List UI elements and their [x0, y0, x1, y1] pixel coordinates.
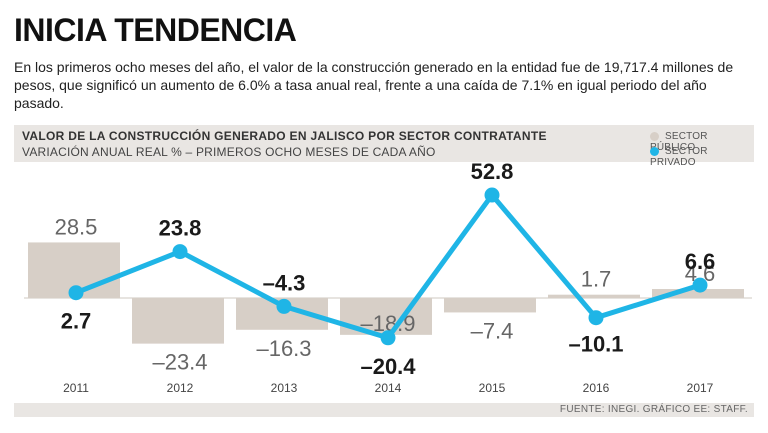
chart-plot: 28.5–23.4–16.3–18.9 –7.41.7 4.62.723.8–4.3… — [24, 162, 752, 395]
x-tick-label-2013: 2013 — [271, 381, 298, 395]
legend-sector-publico: SECTOR PÚBLICO — [650, 131, 754, 153]
legend-label-privado: SECTOR PRIVADO — [650, 146, 708, 168]
point-privado-2012 — [172, 244, 188, 260]
x-tick-label-2011: 2011 — [63, 381, 89, 395]
source-bar: FUENTE: INEGI. GRÁFICO EE: STAFF. — [14, 403, 754, 417]
point-privado-2014 — [380, 330, 396, 346]
x-tick-label-2014: 2014 — [375, 381, 402, 395]
x-tick-label-2015: 2015 — [479, 381, 506, 395]
x-tick-label-2012: 2012 — [167, 381, 194, 395]
point-label-privado-2017: 6.6 — [685, 249, 716, 274]
bar-publico-2015 — [444, 298, 536, 313]
point-label-privado-2013: –4.3 — [263, 270, 306, 295]
point-label-privado-2015: 52.8 — [471, 162, 514, 184]
point-privado-2011 — [68, 285, 84, 301]
bar-publico-2012 — [132, 298, 224, 344]
bar-label-publico-2011: 28.5 — [55, 214, 98, 239]
x-tick-label-2017: 2017 — [687, 381, 714, 395]
point-label-privado-2016: –10.1 — [568, 332, 623, 357]
bar-label-publico-2012: –23.4 — [152, 350, 207, 375]
bar-label-publico-2013: –16.3 — [256, 336, 311, 361]
point-label-privado-2012: 23.8 — [159, 216, 202, 241]
bar-publico-2017 — [652, 289, 744, 298]
point-privado-2016 — [588, 310, 604, 326]
point-privado-2015 — [484, 187, 500, 203]
x-tick-label-2016: 2016 — [583, 381, 610, 395]
point-label-privado-2014: –20.4 — [360, 354, 416, 379]
point-privado-2013 — [276, 298, 292, 314]
legend-swatch-publico — [650, 131, 659, 141]
point-privado-2017 — [692, 277, 708, 293]
chart-header: VALOR DE LA CONSTRUCCIÓN GENERADO EN JAL… — [14, 125, 754, 168]
chart-subtitle: VARIACIÓN ANUAL REAL % – PRIMEROS OCHO M… — [22, 145, 436, 159]
bar-publico-2016 — [548, 294, 640, 298]
chart-title: VALOR DE LA CONSTRUCCIÓN GENERADO EN JAL… — [22, 129, 547, 143]
bar-label-publico-2015: –7.4 — [471, 318, 514, 343]
bar-label-publico-2016: 1.7 — [581, 267, 612, 292]
legend-label-publico: SECTOR PÚBLICO — [650, 131, 708, 153]
source-note: FUENTE: INEGI. GRÁFICO EE: STAFF. — [559, 404, 748, 415]
headline: INICIA TENDENCIA — [14, 12, 297, 48]
legend-swatch-privado — [650, 146, 659, 156]
intro-paragraph: En los primeros ocho meses del año, el v… — [14, 59, 734, 111]
point-label-privado-2011: 2.7 — [61, 309, 92, 334]
legend-sector-privado: SECTOR PRIVADO — [650, 146, 754, 168]
